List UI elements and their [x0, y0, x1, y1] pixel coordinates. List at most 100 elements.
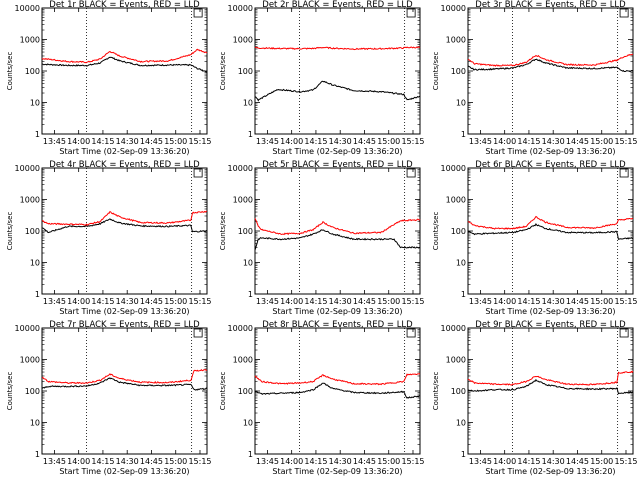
- y-tick-label: 10000: [15, 164, 40, 173]
- y-tick-label: 10000: [228, 164, 253, 173]
- x-tick-label: 14:15: [91, 457, 114, 466]
- x-tick-label: 14:00: [67, 457, 90, 466]
- lld-series-line: [41, 48, 208, 64]
- lld-series-line: [467, 370, 634, 386]
- panel-7: 13:45 14:00 14:15 14:30 14:45 15:00 15:15 1 10 10…: [6, 320, 212, 476]
- x-tick-label: 14:45: [353, 297, 376, 306]
- x-tick-label: 13:45: [256, 297, 279, 306]
- y-axis-label: Counts/sec: [432, 372, 440, 411]
- panel-9: 13:45 14:00 14:15 14:30 14:45 15:00 15:15 1 10 10…: [432, 320, 638, 476]
- y-tick-label: 1: [35, 290, 40, 299]
- y-tick-label: 10: [30, 419, 40, 428]
- x-tick-label: 15:00: [377, 137, 400, 146]
- x-tick-label: 15:00: [590, 297, 613, 306]
- x-tick-label: 14:45: [140, 137, 163, 146]
- plot-frame: [41, 327, 208, 455]
- events-series-line: [254, 229, 421, 251]
- x-tick-label: 14:30: [116, 457, 139, 466]
- y-tick-label: 100: [451, 67, 466, 76]
- plot-frame: [41, 7, 208, 135]
- x-tick-label: 14:00: [280, 297, 303, 306]
- panel-4: 13:45 14:00 14:15 14:30 14:45 15:00 15:15 1 10 10…: [6, 160, 212, 316]
- y-tick-label: 10000: [228, 4, 253, 13]
- plot-frame: [254, 7, 421, 135]
- y-tick-label: 10000: [228, 324, 253, 333]
- legend-box: [193, 328, 203, 338]
- x-axis-label: Start Time (02-Sep-09 13:36:20): [59, 467, 189, 476]
- y-tick-label: 100: [238, 67, 253, 76]
- panel-8: 13:45 14:00 14:15 14:30 14:45 15:00 15:15 1 10 10…: [219, 320, 425, 476]
- events-series-line: [41, 218, 208, 234]
- x-tick-label: 15:15: [614, 457, 637, 466]
- x-tick-label: 14:15: [517, 137, 540, 146]
- x-axis-label: Start Time (02-Sep-09 13:36:20): [485, 307, 615, 316]
- x-tick-label: 14:45: [566, 137, 589, 146]
- lld-series-line: [254, 373, 421, 386]
- x-axis-label: Start Time (02-Sep-09 13:36:20): [485, 467, 615, 476]
- y-tick-label: 10: [30, 259, 40, 268]
- x-tick-label: 14:45: [353, 137, 376, 146]
- x-tick-label: 15:00: [377, 457, 400, 466]
- y-tick-label: 100: [25, 67, 40, 76]
- x-axis-label: Start Time (02-Sep-09 13:36:20): [485, 147, 615, 156]
- x-tick-label: 14:30: [542, 137, 565, 146]
- events-series-line: [41, 377, 208, 391]
- y-axis-label: Counts/sec: [6, 52, 14, 91]
- y-tick-label: 1: [248, 450, 253, 459]
- y-tick-label: 10: [243, 419, 253, 428]
- y-axis-label: Counts/sec: [219, 52, 227, 91]
- panel-1: 13:45 14:00 14:15 14:30 14:45 15:00 15:15 1 10 10…: [6, 0, 212, 156]
- x-tick-label: 14:30: [116, 137, 139, 146]
- lld-series-line: [41, 369, 208, 385]
- x-tick-label: 14:15: [91, 297, 114, 306]
- events-series-line: [467, 58, 634, 72]
- x-tick-label: 14:00: [67, 137, 90, 146]
- y-tick-label: 1: [35, 450, 40, 459]
- panel-title: Det 7r BLACK = Events, RED = LLD: [49, 320, 200, 330]
- panel-title: Det 3r BLACK = Events, RED = LLD: [475, 0, 626, 10]
- x-tick-label: 14:45: [140, 297, 163, 306]
- y-axis-label: Counts/sec: [219, 372, 227, 411]
- legend-box: [619, 168, 629, 178]
- events-series-line: [467, 223, 634, 240]
- x-tick-label: 15:15: [401, 137, 424, 146]
- x-tick-label: 14:15: [91, 137, 114, 146]
- y-tick-label: 1: [461, 450, 466, 459]
- x-tick-label: 14:15: [517, 457, 540, 466]
- x-tick-label: 13:45: [43, 457, 66, 466]
- legend-box: [406, 168, 416, 178]
- panel-5: 13:45 14:00 14:15 14:30 14:45 15:00 15:15 1 10 10…: [219, 160, 425, 316]
- x-tick-label: 14:15: [304, 457, 327, 466]
- y-tick-label: 10000: [441, 324, 466, 333]
- x-axis-label: Start Time (02-Sep-09 13:36:20): [59, 307, 189, 316]
- panel-title: Det 4r BLACK = Events, RED = LLD: [49, 160, 200, 170]
- y-tick-label: 100: [25, 387, 40, 396]
- x-tick-label: 13:45: [256, 457, 279, 466]
- panel-6: 13:45 14:00 14:15 14:30 14:45 15:00 15:15 1 10 10…: [432, 160, 638, 316]
- x-tick-label: 14:00: [493, 137, 516, 146]
- x-tick-label: 15:00: [164, 297, 187, 306]
- y-tick-label: 10: [456, 419, 466, 428]
- y-tick-label: 10: [243, 259, 253, 268]
- plot-frame: [467, 167, 634, 295]
- x-tick-label: 13:45: [469, 297, 492, 306]
- y-axis-label: Counts/sec: [6, 212, 14, 251]
- x-axis-label: Start Time (02-Sep-09 13:36:20): [272, 147, 402, 156]
- y-tick-label: 10000: [15, 4, 40, 13]
- y-tick-label: 1000: [233, 356, 253, 365]
- y-tick-label: 1: [248, 130, 253, 139]
- y-tick-label: 1: [248, 290, 253, 299]
- y-tick-label: 10000: [15, 324, 40, 333]
- panel-title: Det 1r BLACK = Events, RED = LLD: [49, 0, 200, 10]
- lld-series-line: [467, 215, 634, 230]
- y-tick-label: 10: [456, 99, 466, 108]
- x-tick-label: 14:15: [304, 137, 327, 146]
- panel-title: Det 2r BLACK = Events, RED = LLD: [262, 0, 413, 10]
- x-tick-label: 15:00: [164, 457, 187, 466]
- y-tick-label: 1000: [233, 36, 253, 45]
- lld-series-line: [41, 210, 208, 226]
- lld-series-line: [254, 46, 421, 51]
- y-tick-label: 10000: [441, 164, 466, 173]
- plot-frame: [467, 7, 634, 135]
- x-tick-label: 15:00: [377, 297, 400, 306]
